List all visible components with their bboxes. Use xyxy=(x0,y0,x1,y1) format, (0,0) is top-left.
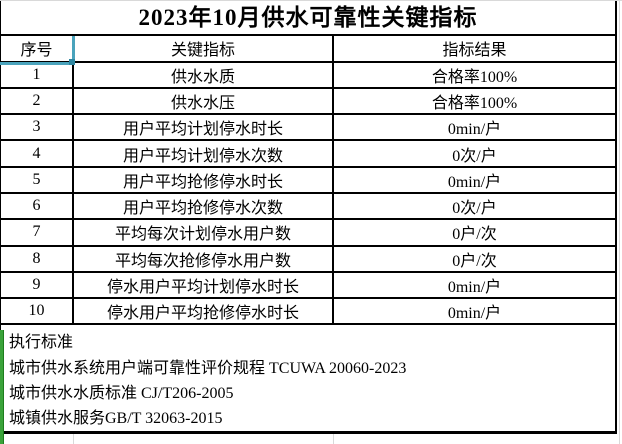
cell-no[interactable]: 8 xyxy=(1,246,74,271)
table-title[interactable]: 2023年10月供水可靠性关键指标 xyxy=(1,1,615,36)
table-row: 8 平均每次抢修停水用户数 0户/次 xyxy=(1,246,615,273)
cell-indicator[interactable]: 用户平均计划停水时长 xyxy=(74,115,334,140)
cell-result[interactable]: 0户/次 xyxy=(452,252,497,270)
cell-no[interactable]: 1 xyxy=(1,62,74,87)
cell-result[interactable]: 合格率100% xyxy=(431,68,518,86)
standard-item[interactable]: 城镇供水服务GB/T 32063-2015 xyxy=(9,409,223,427)
report-table: 2023年10月供水可靠性关键指标 序号 关键指标 指标结果 1 供水水质 合格… xyxy=(0,1,617,434)
standards-block: 执行标准 城市供水系统用户端可靠性评价规程 TCUWA 20060-2023 城… xyxy=(1,325,615,431)
selected-cell-indicator[interactable] xyxy=(0,36,75,65)
table-row: 10 停水用户平均抢修停水时长 0min/户 xyxy=(1,299,615,326)
cell-result[interactable]: 0min/户 xyxy=(447,121,502,139)
cell-no[interactable]: 5 xyxy=(1,167,74,192)
cell-indicator[interactable]: 供水水质 xyxy=(74,62,334,87)
sheet-gridline-right-margin xyxy=(619,0,620,444)
fill-handle[interactable] xyxy=(69,59,75,65)
cell-result[interactable]: 合格率100% xyxy=(431,95,518,113)
standards-title[interactable]: 执行标准 xyxy=(9,334,74,352)
cell-result[interactable]: 0次/户 xyxy=(452,200,497,218)
table-row: 6 用户平均抢修停水次数 0次/户 xyxy=(1,193,615,221)
table-row: 9 停水用户平均计划停水时长 0min/户 xyxy=(1,272,615,300)
table-row: 4 用户平均计划停水次数 0次/户 xyxy=(1,141,615,168)
header-cell-result[interactable]: 指标结果 xyxy=(442,42,507,60)
cell-indicator[interactable]: 用户平均计划停水次数 xyxy=(74,141,334,166)
table-row: 1 供水水质 合格率100% xyxy=(1,62,615,89)
cell-result[interactable]: 0min/户 xyxy=(447,305,502,323)
cell-result[interactable]: 0次/户 xyxy=(452,147,497,165)
cell-indicator[interactable]: 平均每次计划停水用户数 xyxy=(74,220,334,245)
cell-indicator[interactable]: 平均每次抢修停水用户数 xyxy=(74,246,334,271)
standard-item[interactable]: 城市供水水质标准 CJ/T206-2005 xyxy=(9,384,234,402)
table-row: 7 平均每次计划停水用户数 0户/次 xyxy=(1,220,615,247)
cell-no[interactable]: 7 xyxy=(1,220,74,245)
cell-no[interactable]: 9 xyxy=(1,272,74,298)
cell-indicator[interactable]: 用户平均抢修停水次数 xyxy=(74,193,334,219)
cell-no[interactable]: 10 xyxy=(1,299,74,324)
sheet-gridline-top xyxy=(0,0,622,1)
cell-no[interactable]: 3 xyxy=(1,115,74,140)
header-cell-indicator[interactable]: 关键指标 xyxy=(74,36,334,61)
cell-indicator[interactable]: 停水用户平均计划停水时长 xyxy=(74,272,334,298)
table-row: 2 供水水压 合格率100% xyxy=(1,88,615,116)
cell-no[interactable]: 6 xyxy=(1,193,74,219)
cell-no[interactable]: 4 xyxy=(1,141,74,166)
cell-indicator[interactable]: 用户平均抢修停水时长 xyxy=(74,167,334,192)
sheet-gridline-col-b xyxy=(333,434,334,444)
standard-item[interactable]: 城市供水系统用户端可靠性评价规程 TCUWA 20060-2023 xyxy=(9,359,407,377)
table-row: 5 用户平均抢修停水时长 0min/户 xyxy=(1,167,615,194)
cell-result[interactable]: 0min/户 xyxy=(447,173,502,191)
cell-result[interactable]: 0min/户 xyxy=(447,278,502,296)
header-row: 序号 关键指标 指标结果 xyxy=(1,36,615,63)
cell-no[interactable]: 2 xyxy=(1,88,74,114)
cell-indicator[interactable]: 供水水压 xyxy=(74,88,334,114)
sheet-gridline-col-a xyxy=(73,434,74,444)
page-edge-green-line xyxy=(0,330,4,444)
cell-result[interactable]: 0户/次 xyxy=(452,226,497,244)
cell-indicator[interactable]: 停水用户平均抢修停水时长 xyxy=(74,299,334,324)
table-row: 3 用户平均计划停水时长 0min/户 xyxy=(1,115,615,142)
